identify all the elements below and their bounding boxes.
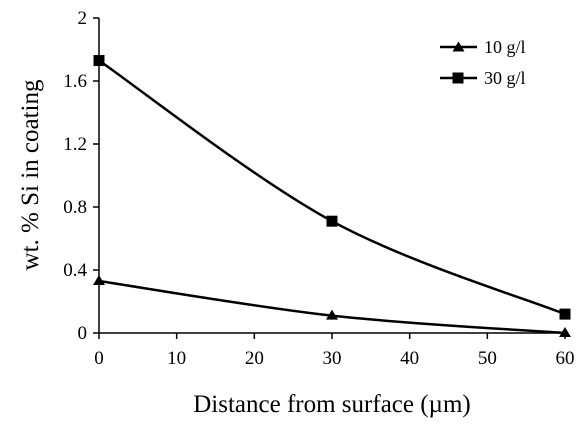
y-tick-label: 1.6 [63,71,87,92]
legend: 10 g/l 30 g/l [440,37,526,88]
y-tick-label: 0 [78,323,88,344]
x-ticks: 0 10 20 30 40 50 60 [94,333,575,369]
x-tick-label: 50 [478,348,497,369]
x-tick-label: 20 [245,348,264,369]
y-tick-label: 0.8 [63,197,87,218]
data-point-square [559,308,571,320]
series-line-1 [98,59,566,316]
data-point-triangle [93,275,105,286]
series-layer [93,55,571,337]
y-ticks: 0 0.4 0.8 1.2 1.6 2 [63,8,99,344]
legend-triangle-icon [452,41,465,52]
x-axis-title: Distance from surface (µm) [193,391,470,418]
legend-label-30gl: 30 g/l [484,68,526,88]
x-tick-label: 10 [167,348,186,369]
legend-item-10gl: 10 g/l [440,37,526,57]
x-tick-label: 30 [323,348,342,369]
legend-square-icon [452,72,464,84]
data-point-square [93,55,105,67]
y-tick-label: 2 [78,8,88,29]
legend-item-30gl: 30 g/l [440,68,526,88]
data-point-triangle [326,309,338,320]
x-tick-label: 60 [556,348,575,369]
data-point-square [326,215,338,227]
y-axis-title: wt. % Si in coating [17,79,44,270]
x-tick-label: 40 [400,348,419,369]
plot-area: 0 0.4 0.8 1.2 1.6 2 0 10 20 30 40 50 60 [63,8,574,369]
data-point-triangle [559,327,571,337]
legend-label-10gl: 10 g/l [484,37,526,57]
y-tick-label: 1.2 [63,134,87,155]
y-tick-label: 0.4 [63,260,87,281]
x-tick-label: 0 [94,348,104,369]
